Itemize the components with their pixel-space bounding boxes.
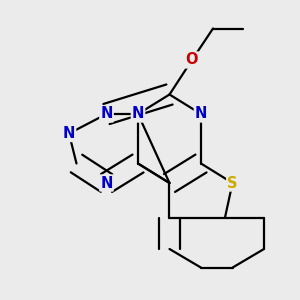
Text: N: N bbox=[195, 106, 207, 122]
Text: S: S bbox=[227, 176, 238, 190]
Text: N: N bbox=[132, 106, 144, 122]
Text: N: N bbox=[63, 126, 75, 141]
Text: N: N bbox=[100, 106, 113, 122]
Text: N: N bbox=[100, 176, 113, 190]
Text: O: O bbox=[186, 52, 198, 68]
